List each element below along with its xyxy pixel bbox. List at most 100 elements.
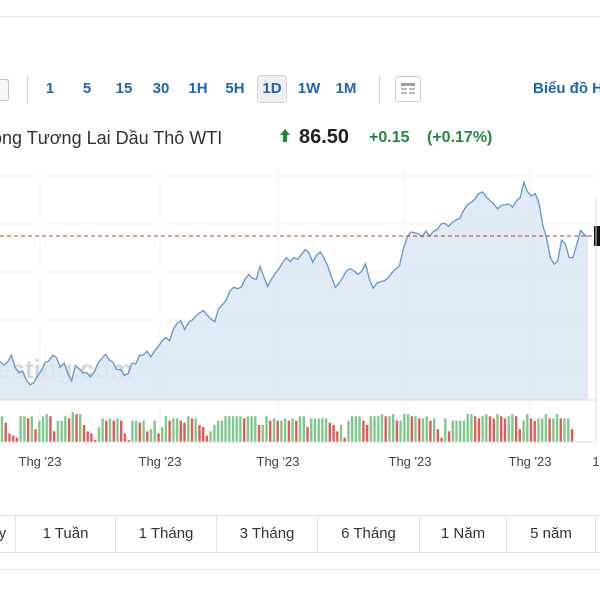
volume-bar bbox=[298, 416, 302, 442]
volume-bar bbox=[336, 431, 339, 442]
volume-bar bbox=[235, 416, 238, 442]
volume-bar bbox=[511, 414, 514, 442]
volume-bar bbox=[157, 433, 160, 442]
volume-bar bbox=[433, 418, 436, 442]
interval-1w-button[interactable]: 1W bbox=[297, 80, 321, 97]
volume-bar bbox=[108, 418, 112, 442]
table-icon[interactable] bbox=[395, 76, 421, 102]
volume-bar bbox=[481, 416, 484, 442]
volume-bar bbox=[112, 420, 115, 442]
volume-bar bbox=[410, 416, 413, 442]
price-line bbox=[0, 180, 589, 386]
volume-bar bbox=[19, 416, 22, 442]
x-tick-label: Thg '23 bbox=[19, 454, 62, 469]
volume-bar bbox=[53, 431, 56, 442]
volume-bar bbox=[8, 433, 11, 442]
volume-bar bbox=[239, 416, 242, 442]
x-tick-label: Thg '23 bbox=[509, 454, 552, 469]
volume-bar bbox=[138, 422, 141, 442]
range-1d-button[interactable]: y bbox=[0, 516, 16, 552]
volume-bar bbox=[71, 412, 74, 442]
volume-bar bbox=[500, 416, 503, 442]
volume-bar bbox=[496, 414, 499, 442]
volume-bar bbox=[228, 416, 231, 442]
volume-bar bbox=[354, 416, 358, 442]
volume-bar bbox=[272, 418, 276, 442]
volume-bar bbox=[563, 418, 566, 442]
chart-link[interactable]: Biểu đồ H bbox=[533, 80, 600, 97]
volume-bar bbox=[45, 414, 48, 442]
last-price: 86.50 bbox=[299, 126, 350, 148]
volume-bar bbox=[131, 420, 134, 442]
volume-bar bbox=[168, 420, 171, 442]
volume-bar bbox=[23, 416, 26, 442]
interval-15-button[interactable]: 15 bbox=[115, 80, 133, 97]
interval-1d-button[interactable]: 1D bbox=[257, 75, 287, 103]
range-6-month-button[interactable]: 6 Tháng bbox=[318, 516, 420, 552]
top-divider bbox=[0, 16, 600, 17]
volume-bar bbox=[541, 418, 544, 442]
volume-bar bbox=[295, 420, 298, 442]
volume-bar bbox=[49, 416, 52, 442]
bottom-divider bbox=[0, 569, 600, 570]
volume-bar bbox=[302, 416, 305, 442]
volume-bar bbox=[172, 418, 175, 442]
volume-bar bbox=[567, 418, 570, 442]
range-3-month-button[interactable]: 3 Tháng bbox=[217, 516, 318, 552]
volume-bar bbox=[310, 418, 313, 442]
volume-bar bbox=[343, 437, 346, 442]
interval-30-button[interactable]: 30 bbox=[152, 80, 170, 97]
volume-bar bbox=[34, 429, 37, 442]
volume-bar bbox=[406, 414, 410, 442]
x-tick-label: Thg '23 bbox=[389, 454, 432, 469]
volume-bar bbox=[477, 418, 481, 442]
volume-bar bbox=[514, 416, 518, 442]
volume-bar bbox=[358, 416, 361, 442]
volume-bar bbox=[473, 416, 477, 442]
volume-bar bbox=[224, 416, 227, 442]
volume-bar bbox=[459, 420, 462, 442]
range-selector: y 1 Tuần 1 Tháng 3 Tháng 6 Tháng 1 Năm 5… bbox=[0, 515, 600, 553]
interval-1-button[interactable]: 1 bbox=[45, 80, 55, 97]
volume-bar bbox=[455, 420, 458, 442]
x-tick-label: Thg '23 bbox=[257, 454, 300, 469]
line-chart-icon[interactable] bbox=[0, 79, 9, 101]
volume-bar bbox=[533, 420, 536, 442]
volume-bar bbox=[570, 429, 574, 442]
volume-bar bbox=[485, 414, 488, 442]
volume-bar bbox=[522, 420, 525, 442]
volume-bar bbox=[544, 414, 548, 442]
volume-bar bbox=[26, 418, 30, 442]
interval-1h-button[interactable]: 1H bbox=[188, 80, 208, 97]
volume-bar bbox=[123, 433, 127, 442]
volume-bar bbox=[537, 418, 540, 442]
volume-bar bbox=[380, 414, 384, 442]
volume-bar bbox=[425, 416, 428, 442]
volume-bar bbox=[216, 420, 220, 442]
volume-bar bbox=[365, 424, 369, 442]
interval-5-button[interactable]: 5 bbox=[82, 80, 92, 97]
range-1-week-button[interactable]: 1 Tuần bbox=[16, 516, 116, 552]
volume-bar bbox=[429, 420, 432, 442]
range-1-month-button[interactable]: 1 Tháng bbox=[116, 516, 217, 552]
volume-bar bbox=[142, 420, 145, 442]
volume-bar bbox=[362, 420, 365, 442]
volume-bar bbox=[60, 420, 63, 442]
volume-bar bbox=[507, 416, 510, 442]
volume-bar bbox=[79, 414, 82, 442]
volume-bar bbox=[146, 431, 149, 442]
volume-bar bbox=[134, 420, 138, 442]
range-1-year-button[interactable]: 1 Năm bbox=[420, 516, 507, 552]
volume-bar bbox=[116, 418, 119, 442]
range-5-year-button[interactable]: 5 năm bbox=[507, 516, 596, 552]
volume-bar bbox=[209, 431, 212, 442]
interval-5h-button[interactable]: 5H bbox=[225, 80, 245, 97]
volume-bar bbox=[347, 420, 350, 442]
interval-1m-button[interactable]: 1M bbox=[335, 80, 357, 97]
volume-bar bbox=[321, 418, 324, 442]
volume-bar bbox=[529, 418, 533, 442]
volume-bar bbox=[0, 416, 4, 442]
volume-bar bbox=[552, 418, 555, 442]
volume-bar bbox=[265, 416, 268, 442]
